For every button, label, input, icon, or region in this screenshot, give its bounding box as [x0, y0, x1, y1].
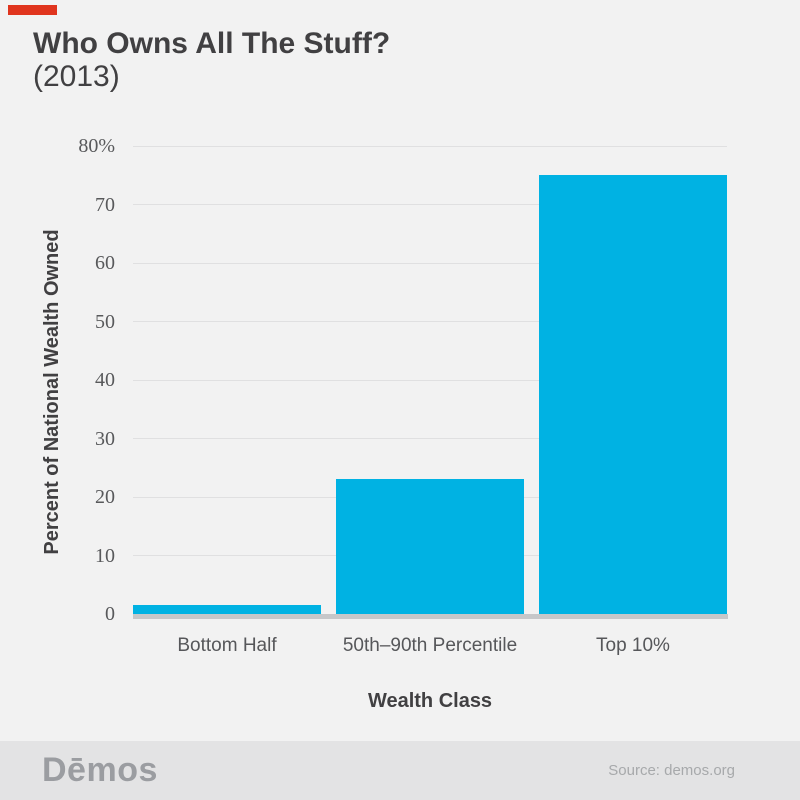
gridline: [133, 380, 727, 381]
source-credit: Source: demos.org: [608, 762, 735, 779]
y-tick-label: 80%: [78, 135, 115, 157]
chart-title: Who Owns All The Stuff?: [33, 27, 391, 60]
gridline: [133, 146, 727, 147]
y-tick-label: 50: [95, 311, 115, 333]
x-category-label: 50th–90th Percentile: [342, 635, 518, 656]
y-tick-label: 40: [95, 369, 115, 391]
x-category-label: Top 10%: [596, 635, 670, 656]
footer: Dēmos Source: demos.org: [0, 741, 800, 800]
y-tick-label: 0: [105, 603, 115, 625]
y-tick-label: 70: [95, 194, 115, 216]
plot-area: [133, 146, 727, 614]
y-tick-label: 30: [95, 428, 115, 450]
gridline: [133, 204, 727, 205]
chart-subtitle: (2013): [33, 60, 120, 93]
bar-top-10-: [539, 175, 727, 614]
gridline: [133, 438, 727, 439]
y-tick-label: 20: [95, 486, 115, 508]
x-axis-line: [133, 614, 728, 619]
brand-accent-mark: [8, 5, 57, 15]
y-tick-label: 10: [95, 545, 115, 567]
demos-logo: Dēmos: [42, 751, 158, 789]
gridline: [133, 321, 727, 322]
bar-bottom-half: [133, 605, 321, 614]
y-tick-label: 60: [95, 252, 115, 274]
gridline: [133, 263, 727, 264]
x-category-label: Bottom Half: [177, 635, 277, 656]
x-axis-label: Wealth Class: [367, 690, 493, 712]
bar-50th-90th-percentile: [336, 479, 524, 614]
